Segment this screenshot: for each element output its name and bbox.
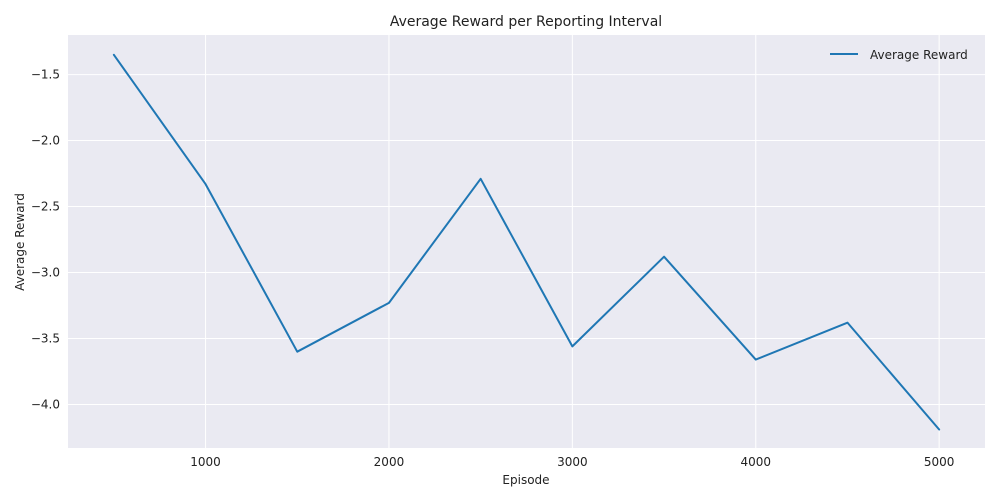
y-tick-labels: −1.5 −2.0 −2.5 −3.0 −3.5 −4.0 <box>31 68 60 412</box>
x-tick-labels: 1000 2000 3000 4000 5000 <box>190 455 954 469</box>
x-tick-label: 4000 <box>740 455 771 469</box>
chart-title: Average Reward per Reporting Interval <box>390 14 662 30</box>
legend: Average Reward <box>830 48 968 62</box>
y-tick-label: −3.0 <box>31 266 60 280</box>
y-tick-label: −2.0 <box>31 134 60 148</box>
x-tick-label: 2000 <box>374 455 405 469</box>
x-tick-label: 3000 <box>557 455 588 469</box>
y-tick-label: −4.0 <box>31 397 60 411</box>
x-axis-label: Episode <box>502 473 549 487</box>
series-layer <box>112 53 941 431</box>
y-tick-label: −2.5 <box>31 200 60 214</box>
y-tick-label: −3.5 <box>31 331 60 345</box>
x-tick-label: 5000 <box>924 455 955 469</box>
y-tick-label: −1.5 <box>31 68 60 82</box>
grid <box>68 35 985 448</box>
y-axis-label: Average Reward <box>13 193 27 291</box>
series-line <box>112 53 941 431</box>
legend-label: Average Reward <box>870 48 968 62</box>
plot-area <box>68 35 985 448</box>
x-tick-label: 1000 <box>190 455 221 469</box>
